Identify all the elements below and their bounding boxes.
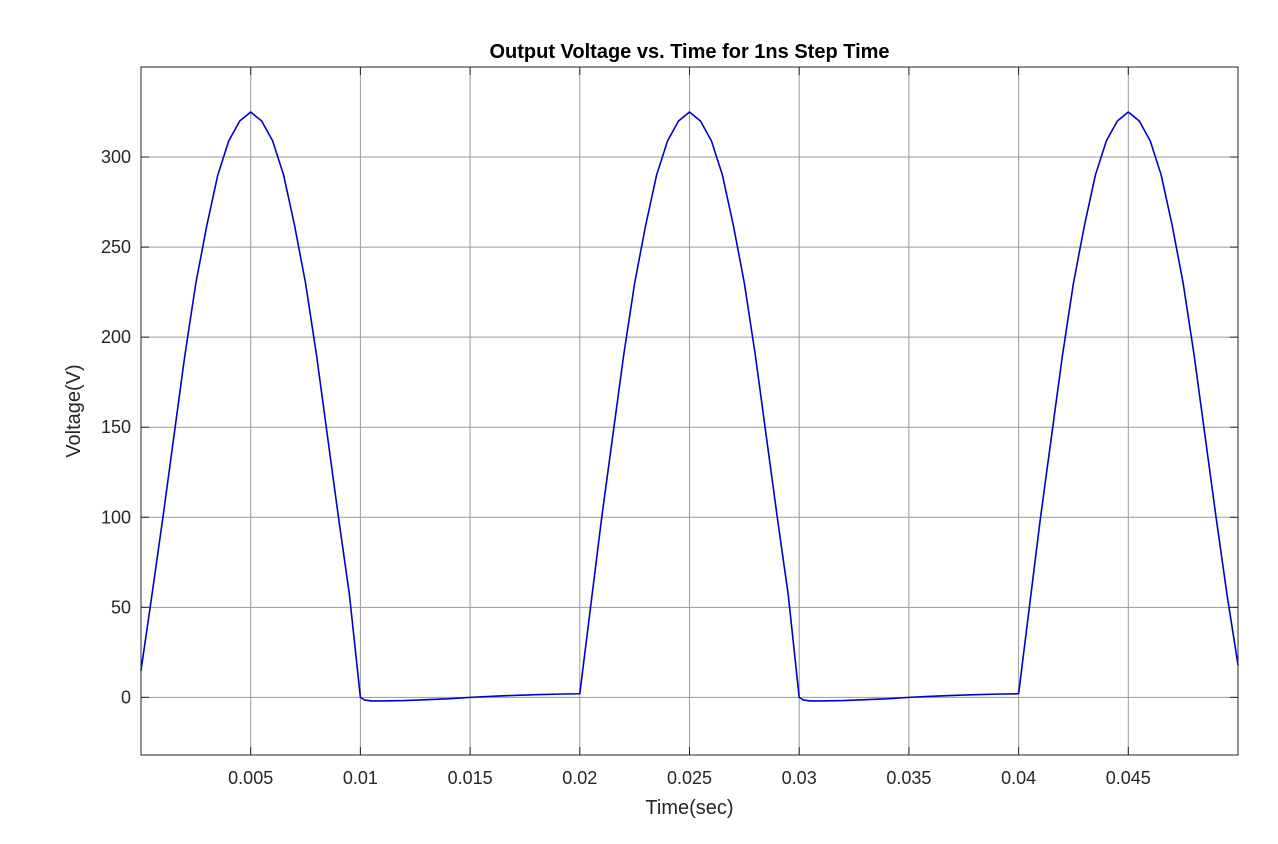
x-tick-label: 0.005 [228,768,273,788]
y-axis-label: Voltage(V) [63,364,85,457]
series-line [140,111,1239,702]
x-tick-label: 0.02 [562,768,597,788]
x-tick-label: 0.025 [667,768,712,788]
y-tick-label: 250 [101,237,131,257]
series-layer [140,111,1239,702]
y-tick-label: 150 [101,417,131,437]
grid [141,67,1238,755]
y-tick-label: 50 [111,597,131,617]
y-tick-label: 0 [121,687,131,707]
y-tick-label: 200 [101,327,131,347]
tick-labels: 0.005 0.01 0.015 0.02 0.025 0.03 0.035 0.04 0.04… [101,67,1238,788]
chart-title: Output Voltage vs. Time for 1ns Step Tim… [489,41,889,63]
x-tick-label: 0.04 [1001,768,1036,788]
x-axis-label: Time(sec) [645,797,733,819]
x-tick-label: 0.01 [343,768,378,788]
x-tick-label: 0.045 [1106,768,1151,788]
x-tick-label: 0.035 [886,768,931,788]
y-tick-label: 300 [101,147,131,167]
x-tick-label: 0.03 [782,768,817,788]
y-tick-label: 100 [101,507,131,527]
x-tick-label: 0.015 [448,768,493,788]
